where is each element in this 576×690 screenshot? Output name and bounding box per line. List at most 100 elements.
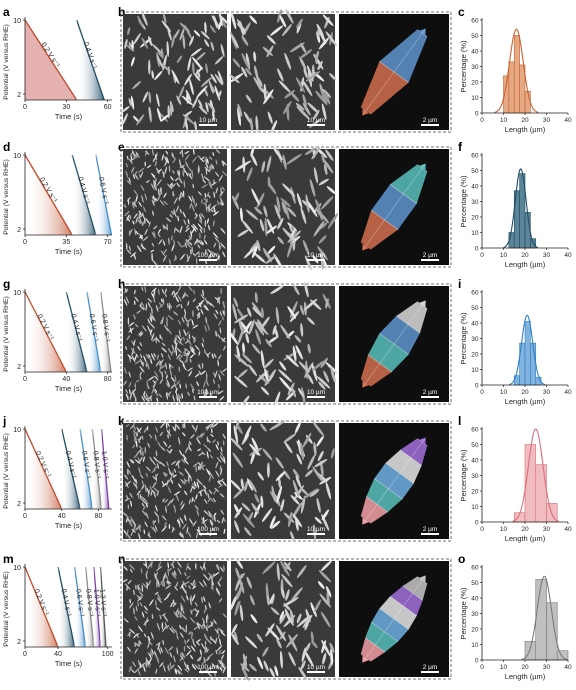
- sem-crystal: [213, 313, 218, 320]
- y-tick-label: 40: [471, 595, 479, 602]
- sem-crystal: [149, 653, 152, 660]
- sem-crystal: [280, 499, 285, 512]
- sem-crystal: [148, 354, 151, 359]
- sem-crystal: [256, 633, 263, 643]
- sem-crystal: [220, 446, 223, 453]
- scale-bar-label: 2 µm: [423, 117, 438, 124]
- sem-crystal: [126, 155, 129, 160]
- sem-crystal: [132, 482, 138, 489]
- sem-crystal: [163, 200, 168, 205]
- sem-crystal: [139, 305, 145, 311]
- sem-crystal: [317, 450, 324, 462]
- sem-crystal: [166, 461, 169, 467]
- sweep-line: [86, 291, 102, 373]
- sem-crystal: [203, 596, 206, 602]
- sem-crystal: [165, 374, 168, 379]
- sem-crystal: [186, 322, 189, 328]
- sem-crystal: [195, 202, 197, 208]
- sem-crystal: [287, 241, 293, 258]
- sem-crystal: [217, 478, 224, 484]
- sem-crystal: [199, 649, 202, 656]
- sem-crystal: [189, 474, 193, 482]
- y-tick-label: 10: [471, 504, 479, 511]
- sem-crystal: [306, 317, 315, 325]
- scale-bar: [199, 396, 217, 398]
- sem-crystal: [158, 228, 161, 234]
- sem-crystal: [235, 567, 241, 580]
- sem-crystal: [229, 73, 244, 83]
- sem-crystal: [234, 600, 241, 614]
- sem-crystal: [237, 229, 249, 237]
- sem-crystal: [190, 631, 194, 640]
- sem-crystal: [179, 164, 186, 169]
- sem-crystal: [209, 454, 214, 459]
- x-tick-label: 20: [521, 389, 529, 396]
- sem-crystal: [318, 570, 331, 583]
- sem-crystal: [207, 510, 212, 517]
- sem-crystal: [184, 581, 190, 585]
- sem-crystal: [200, 464, 206, 469]
- sem-crystal: [180, 604, 183, 612]
- sem-crystal: [204, 239, 208, 245]
- sem-crystal: [221, 654, 224, 660]
- x-tick-label: 30: [62, 104, 70, 111]
- sem-crystal: [179, 531, 182, 537]
- sem-crystal: [195, 641, 200, 646]
- x-tick-label: 0: [480, 252, 484, 259]
- sem-crystal: [147, 652, 151, 657]
- y-axis-title: Potential (V versus RHE): [3, 296, 10, 372]
- sem-crystal: [200, 491, 202, 497]
- sem-crystal: [155, 668, 158, 675]
- sem-crystal: [144, 161, 146, 167]
- y-tick-label: 20: [471, 214, 479, 221]
- sem-crystal: [140, 170, 144, 179]
- sem-crystal: [193, 251, 200, 257]
- sem-crystal: [195, 493, 198, 500]
- sem-crystal: [166, 327, 172, 335]
- sem-crystal: [202, 624, 209, 630]
- sem-crystal: [166, 429, 172, 437]
- sem-crystal: [320, 460, 324, 478]
- sem-crystal: [137, 491, 140, 500]
- sem-crystal: [307, 200, 318, 218]
- sem-crystal: [321, 639, 331, 657]
- sem-crystal: [203, 608, 206, 614]
- sem-crystal: [135, 324, 139, 328]
- sem-crystal: [190, 609, 193, 615]
- sem-crystal: [233, 297, 239, 308]
- sem-crystal: [269, 667, 275, 678]
- sem-crystal: [133, 432, 137, 441]
- sem-crystal: [196, 69, 201, 78]
- sem-crystal: [204, 88, 209, 97]
- sem-crystal: [247, 307, 252, 317]
- sem-crystal: [172, 602, 177, 607]
- sem-crystal: [288, 511, 293, 528]
- sem-crystal: [171, 244, 175, 252]
- x-tick-label: 30: [543, 526, 551, 533]
- sem-crystal: [187, 218, 190, 225]
- x-tick-label: 20: [521, 252, 529, 259]
- sem-crystal: [137, 597, 143, 602]
- sem-crystal: [184, 154, 190, 161]
- sem-crystal: [269, 420, 286, 431]
- histogram-bar: [524, 91, 531, 114]
- sem-crystal: [127, 468, 129, 476]
- sem-crystal: [181, 584, 184, 591]
- sem-crystal: [186, 575, 191, 579]
- sem-crystal: [179, 22, 190, 32]
- sem-crystal: [161, 342, 166, 347]
- sem-crystal: [167, 434, 169, 439]
- scale-bar-label: 10 µm: [307, 664, 325, 671]
- sem-crystal: [142, 206, 147, 213]
- sem-crystal: [192, 156, 197, 163]
- scale-bar: [307, 671, 325, 673]
- sem-crystal: [145, 660, 149, 666]
- sem-crystal: [168, 302, 173, 309]
- sem-crystal: [286, 207, 297, 217]
- sem-crystal: [134, 173, 139, 181]
- x-tick-label: 10: [500, 526, 508, 533]
- sem-crystal: [128, 519, 132, 523]
- sem-crystal: [145, 150, 148, 156]
- sem-crystal: [146, 180, 150, 183]
- sem-crystal: [166, 223, 168, 231]
